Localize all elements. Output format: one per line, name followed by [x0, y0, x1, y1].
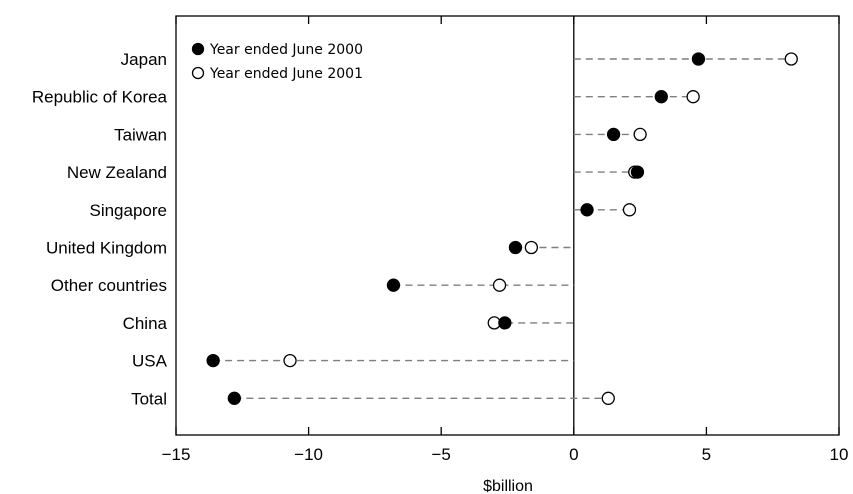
category-label: Republic of Korea [32, 88, 168, 107]
x-tick-label: −5 [432, 445, 451, 464]
marker-2000 [227, 391, 241, 405]
marker-2001 [283, 353, 297, 368]
category-label: Taiwan [114, 125, 167, 144]
x-tick-label: 10 [830, 445, 849, 464]
marker-2000 [580, 203, 594, 217]
marker-2001 [524, 240, 539, 255]
markers [206, 52, 798, 405]
category-label: New Zealand [67, 163, 167, 182]
category-label: China [123, 314, 168, 333]
marker-2000 [206, 353, 220, 368]
category-label: Total [131, 389, 167, 408]
legend-label-2001: Year ended June 2001 [209, 66, 363, 82]
x-axis-title: $billion [483, 478, 533, 494]
connectors [213, 58, 792, 399]
x-tick-label: 5 [702, 445, 711, 464]
category-labels: Japan Republic of Korea Taiwan New Zealand S… [32, 50, 168, 408]
category-label: Singapore [89, 201, 167, 220]
marker-2001 [492, 278, 507, 292]
marker-2001 [784, 52, 798, 66]
x-tick-label: −15 [162, 445, 191, 464]
category-label: United Kingdom [46, 239, 167, 258]
marker-2000 [386, 278, 401, 292]
legend-marker-2001 [191, 66, 205, 80]
x-tick-label: −10 [294, 445, 323, 464]
marker-2000 [691, 52, 706, 66]
legend-label-2000: Year ended June 2000 [209, 42, 363, 58]
marker-2000 [630, 165, 645, 179]
legend: Year ended June 2000 Year ended June 200… [191, 42, 363, 82]
category-label: USA [132, 352, 168, 371]
x-axis-ticks: −15 −10 −5 0 5 10 [162, 16, 849, 464]
legend-marker-2000 [191, 42, 205, 56]
category-label: Other countries [51, 276, 167, 295]
marker-2001 [686, 90, 700, 104]
marker-2001 [622, 203, 637, 217]
marker-2000 [508, 240, 523, 255]
x-tick-label: 0 [569, 445, 578, 464]
marker-2000 [606, 127, 621, 142]
marker-2001 [601, 391, 615, 405]
marker-2000 [654, 90, 668, 104]
plot-border [175, 15, 840, 436]
marker-2001 [633, 127, 647, 142]
marker-2000 [498, 316, 512, 330]
plot-frame [175, 15, 840, 436]
category-label: Japan [121, 50, 167, 69]
